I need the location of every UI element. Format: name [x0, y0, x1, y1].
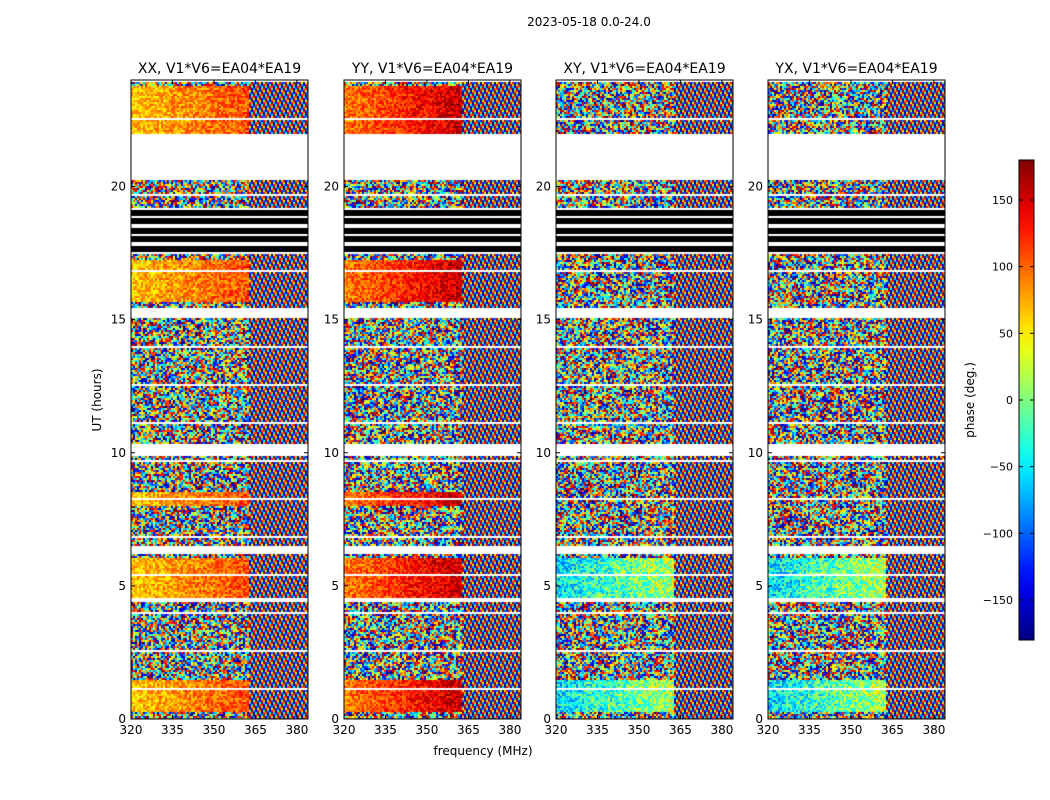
- x-tick-label: 350: [840, 723, 863, 737]
- y-tick-label: 15: [748, 313, 763, 327]
- panel-3: XY, V1*V6=EA04*EA19 320 335 350 365 380 0 5 10 15…: [536, 61, 734, 737]
- panels-group: XX, V1*V6=EA04*EA19 320 335 350 365 380 0 5 10 15…: [111, 61, 946, 737]
- y-tick-label: 10: [324, 446, 339, 460]
- x-tick-label: 365: [669, 723, 692, 737]
- x-tick-label: 320: [120, 723, 143, 737]
- y-axis-label: UT (hours): [90, 368, 104, 431]
- colorbar-tick-label: 100: [992, 261, 1013, 274]
- colorbar-tick-label: −150: [983, 594, 1013, 607]
- panel-title: YY, V1*V6=EA04*EA19: [351, 61, 513, 77]
- colorbar: 150 100 50 0 −50 −100 −150: [983, 159, 1035, 641]
- panel-frame: [130, 79, 309, 720]
- x-axis-label: frequency (MHz): [433, 744, 532, 758]
- y-tick-label: 0: [755, 712, 763, 726]
- colorbar-tick-label: 0: [1006, 394, 1013, 407]
- y-tick-label: 5: [331, 579, 339, 593]
- y-tick-label: 10: [111, 446, 126, 460]
- colorbar-tick-label: 150: [992, 194, 1013, 207]
- y-tick-label: 15: [111, 313, 126, 327]
- panel-heatmap-image: [556, 80, 733, 719]
- y-tick-label: 20: [111, 180, 126, 194]
- panel-title: XX, V1*V6=EA04*EA19: [138, 61, 301, 77]
- y-tick-label: 20: [324, 180, 339, 194]
- x-tick-label: 320: [333, 723, 356, 737]
- x-tick-label: 320: [757, 723, 780, 737]
- panel-1: XX, V1*V6=EA04*EA19 320 335 350 365 380 0 5 10 15…: [111, 61, 309, 737]
- panel-4: YX, V1*V6=EA04*EA19 320 335 350 365 380 0 5 10 15…: [748, 61, 946, 737]
- y-tick-label: 5: [543, 579, 551, 593]
- y-tick-label: 20: [748, 180, 763, 194]
- y-tick-label: 20: [536, 180, 551, 194]
- x-tick-label: 365: [457, 723, 480, 737]
- y-tick-label: 15: [324, 313, 339, 327]
- y-tick-label: 0: [543, 712, 551, 726]
- panel-title: YX, V1*V6=EA04*EA19: [774, 61, 937, 77]
- panel-heatmap-image: [344, 80, 521, 719]
- x-tick-label: 380: [922, 723, 945, 737]
- x-tick-label: 380: [710, 723, 733, 737]
- x-tick-label: 380: [285, 723, 308, 737]
- x-tick-label: 320: [545, 723, 568, 737]
- panel-heatmap-image: [131, 80, 308, 719]
- x-tick-label: 350: [628, 723, 651, 737]
- x-tick-label: 365: [244, 723, 267, 737]
- figure-suptitle: 2023-05-18 0.0-24.0: [527, 15, 651, 29]
- x-tick-label: 350: [416, 723, 439, 737]
- y-tick-label: 10: [536, 446, 551, 460]
- y-tick-label: 15: [536, 313, 551, 327]
- colorbar-tick-label: −100: [983, 527, 1013, 540]
- panel-frame: [767, 79, 946, 720]
- panel-heatmap-image: [768, 80, 945, 719]
- panel-frame: [555, 79, 734, 720]
- y-tick-label: 5: [755, 579, 763, 593]
- x-tick-label: 335: [161, 723, 184, 737]
- colorbar-label: phase (deg.): [963, 362, 977, 438]
- colorbar-tick-label: 50: [999, 327, 1013, 340]
- x-tick-label: 335: [798, 723, 821, 737]
- x-tick-label: 350: [203, 723, 226, 737]
- x-tick-label: 380: [498, 723, 521, 737]
- x-tick-label: 335: [586, 723, 609, 737]
- x-tick-label: 365: [881, 723, 904, 737]
- y-tick-label: 5: [118, 579, 126, 593]
- y-tick-label: 0: [331, 712, 339, 726]
- panel-title: XY, V1*V6=EA04*EA19: [563, 61, 725, 77]
- panel-frame: [343, 79, 522, 720]
- y-tick-label: 0: [118, 712, 126, 726]
- y-tick-label: 10: [748, 446, 763, 460]
- colorbar-tick-label: −50: [990, 461, 1013, 474]
- panel-2: YY, V1*V6=EA04*EA19 320 335 350 365 380 0 5 10 15…: [324, 61, 522, 737]
- x-tick-label: 335: [374, 723, 397, 737]
